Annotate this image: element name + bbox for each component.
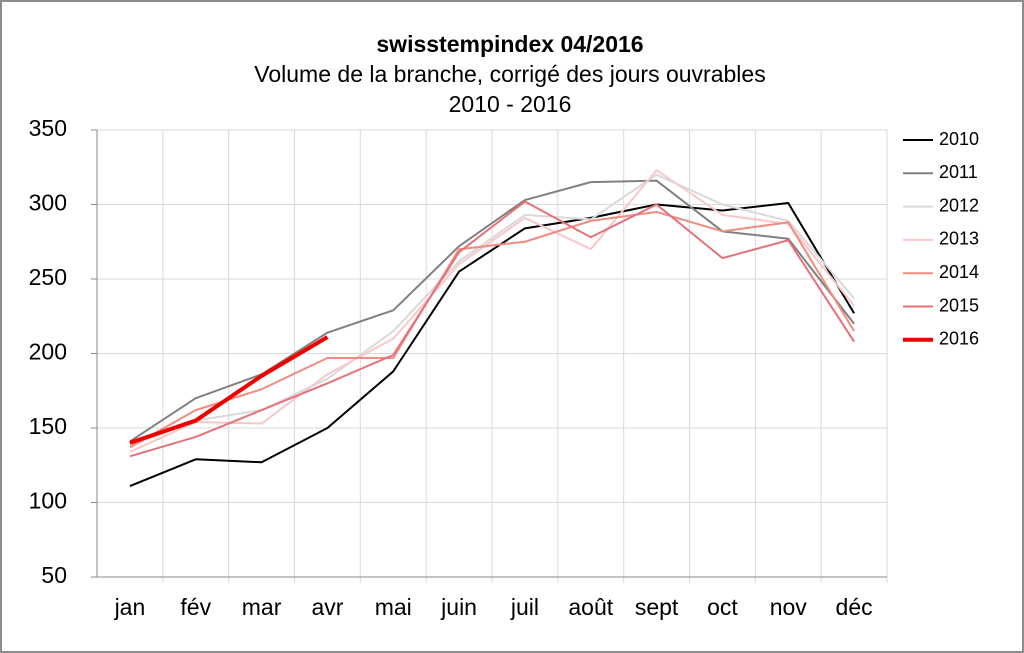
x-tick-label: déc	[836, 594, 873, 620]
y-tick-label: 50	[41, 562, 67, 588]
legend-label: 2016	[939, 329, 979, 349]
y-tick-label: 250	[29, 264, 67, 290]
legend-label: 2013	[939, 229, 979, 249]
series-line	[129, 210, 855, 449]
series-line	[129, 173, 855, 447]
chart-title: swisstempindex 04/2016	[376, 31, 643, 57]
x-tick-label: avr	[311, 594, 343, 620]
y-tick-label: 100	[29, 488, 67, 514]
x-tick-label: juin	[440, 594, 477, 620]
series-line	[129, 200, 855, 458]
legend-label: 2011	[939, 162, 978, 182]
series-line	[129, 169, 855, 453]
series-line	[129, 179, 855, 443]
y-tick-label: 300	[29, 190, 67, 216]
y-tick-label: 150	[29, 413, 67, 439]
x-tick-label: sept	[635, 594, 679, 620]
series-line	[129, 335, 329, 445]
x-tick-label: juil	[510, 594, 539, 620]
legend-label: 2012	[939, 195, 979, 215]
x-tick-label: jan	[114, 594, 146, 620]
y-tick-label: 350	[29, 115, 67, 141]
x-tick-label: mar	[242, 594, 282, 620]
legend-label: 2010	[939, 129, 979, 149]
x-tick-label: fév	[180, 594, 211, 620]
x-tick-label: mai	[375, 594, 412, 620]
chart-subtitle: 2010 - 2016	[449, 91, 572, 117]
series-line	[129, 202, 855, 488]
legend-label: 2014	[939, 262, 979, 282]
legend-label: 2015	[939, 295, 979, 315]
x-tick-label: août	[568, 594, 613, 620]
chart-subtitle: Volume de la branche, corrigé des jours …	[254, 61, 765, 87]
x-tick-label: oct	[707, 594, 738, 620]
y-tick-label: 200	[29, 339, 67, 365]
x-tick-label: nov	[770, 594, 808, 620]
